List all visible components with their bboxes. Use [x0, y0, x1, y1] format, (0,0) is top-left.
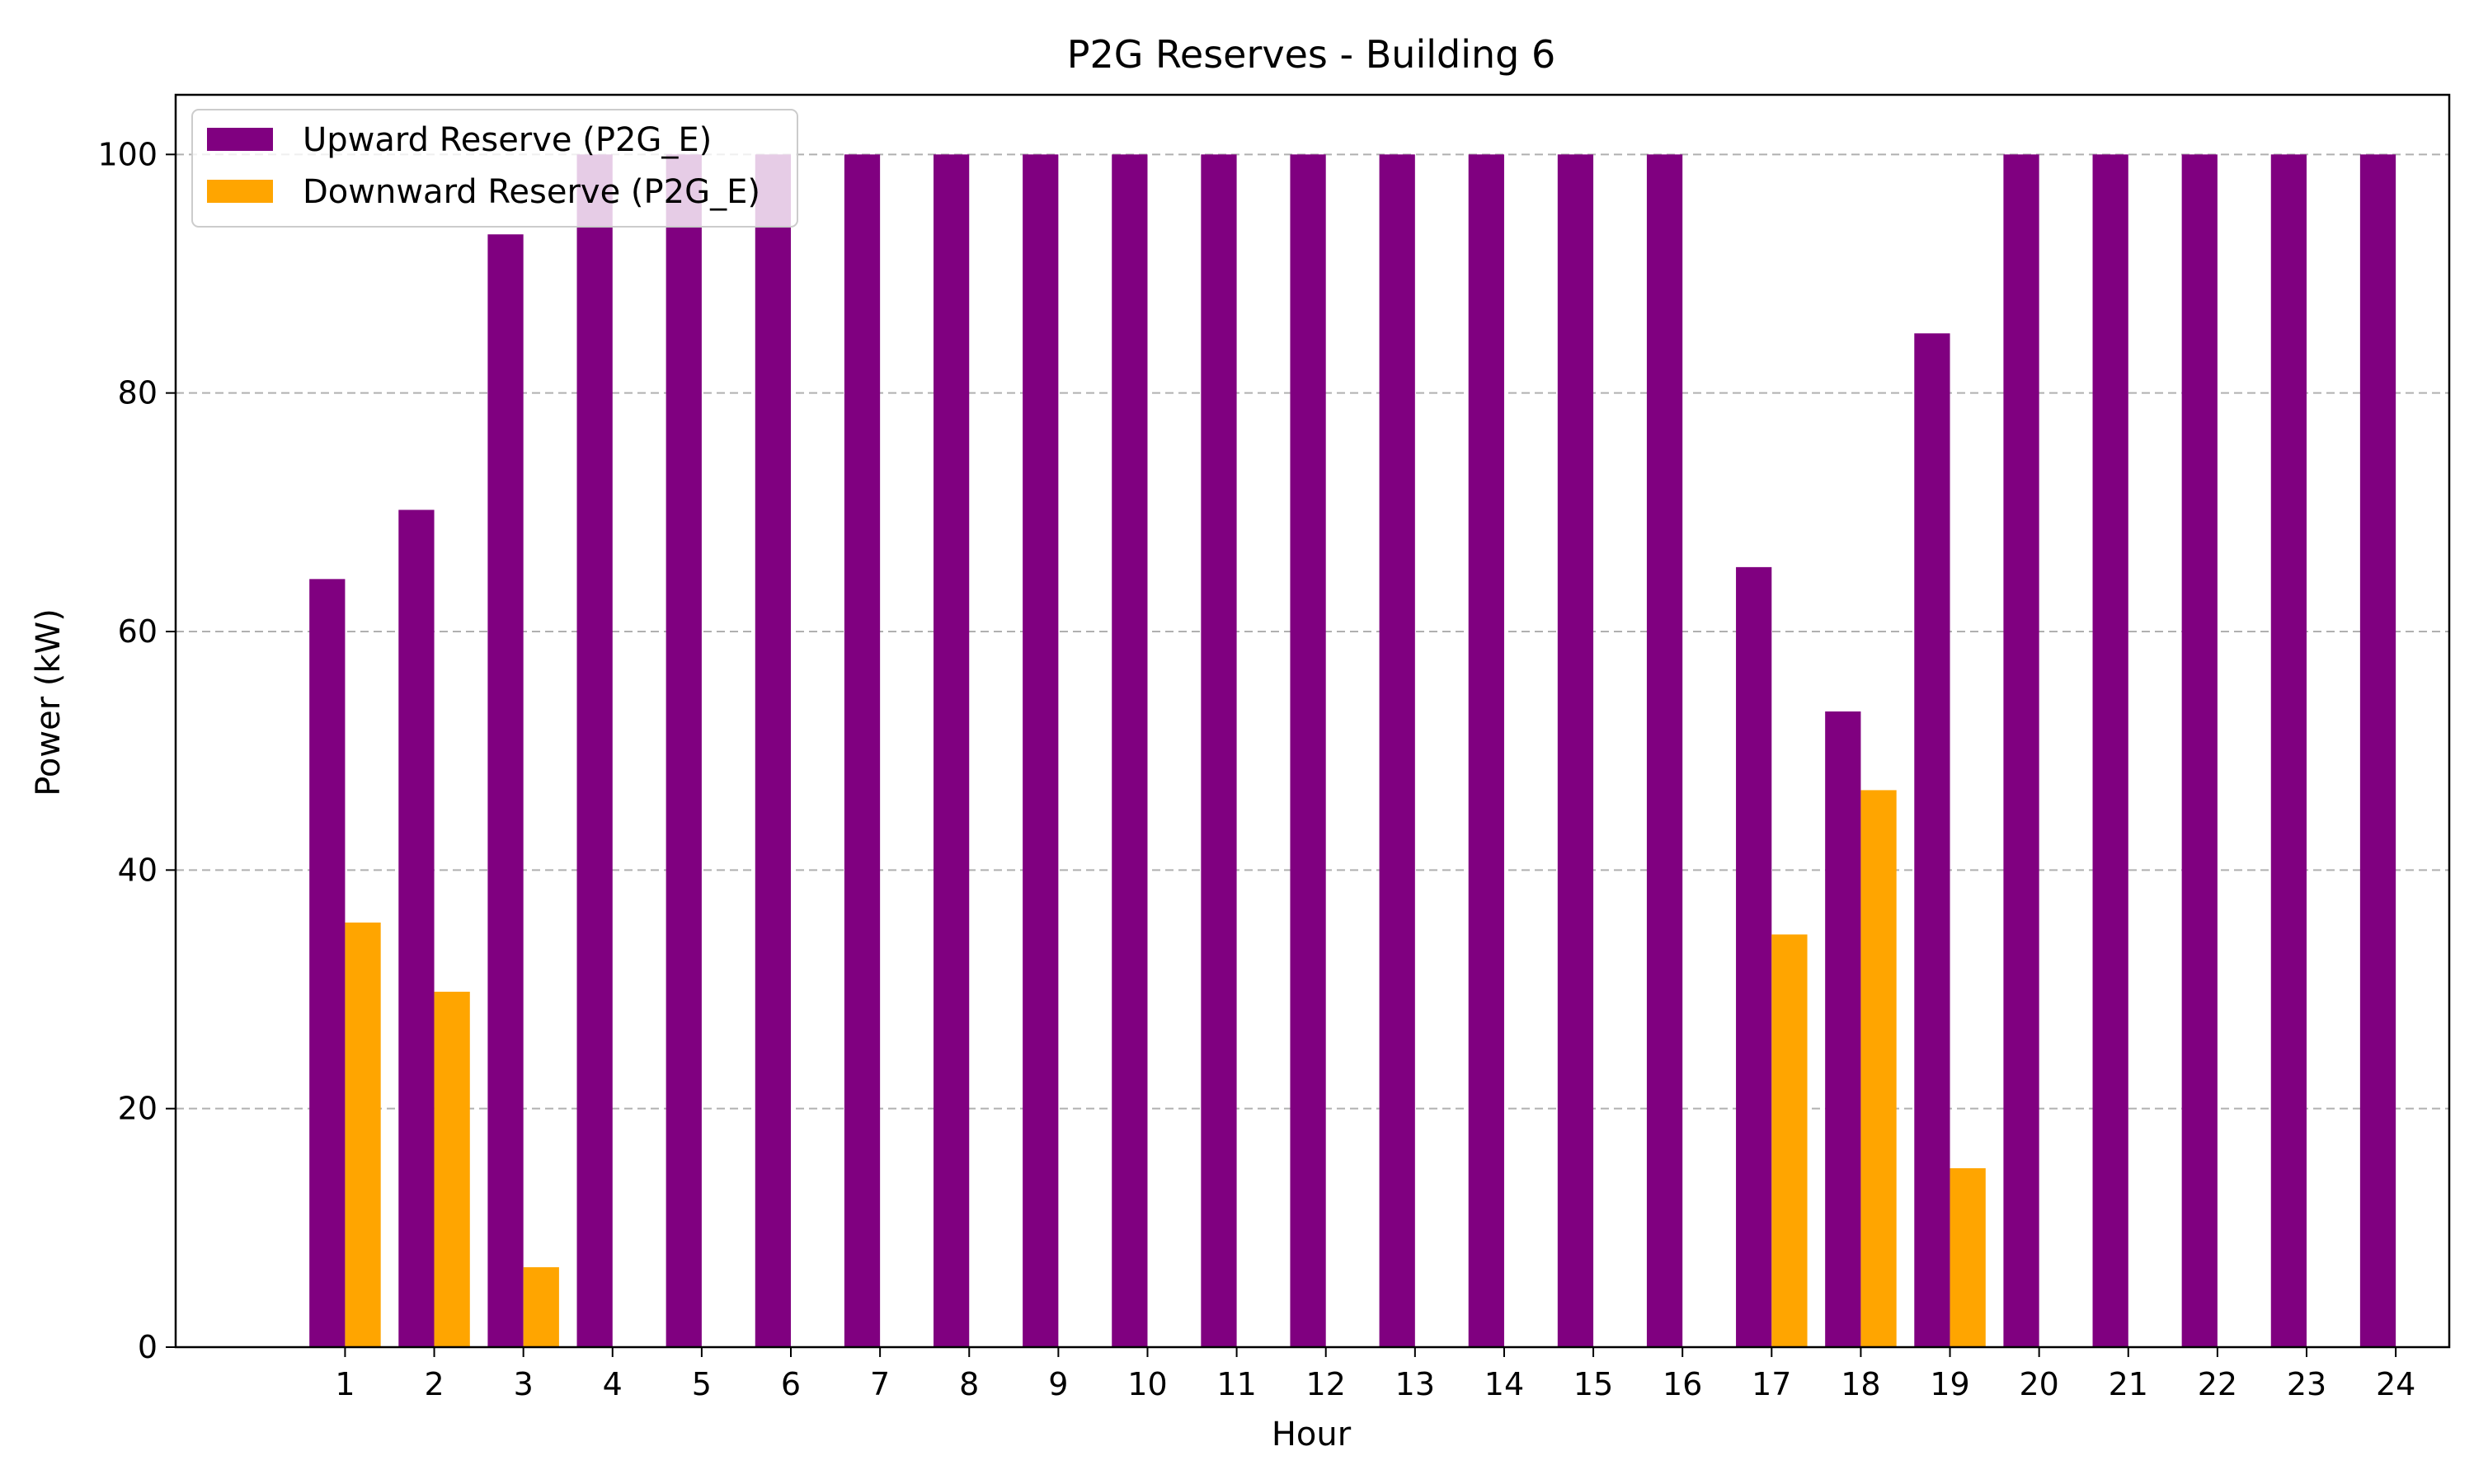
x-tick-label: 6: [781, 1366, 801, 1402]
x-tick-label: 20: [2019, 1366, 2058, 1402]
bar: [1771, 934, 1808, 1347]
bar: [487, 234, 524, 1347]
legend-label: Upward Reserve (P2G_E): [303, 121, 712, 159]
bar: [2359, 154, 2396, 1347]
legend-swatch: [207, 180, 273, 203]
bar: [934, 154, 970, 1347]
x-tick-label: 7: [870, 1366, 890, 1402]
x-tick-label: 10: [1127, 1366, 1167, 1402]
bar: [1860, 790, 1897, 1347]
x-tick-label: 2: [424, 1366, 444, 1402]
x-tick-label: 5: [692, 1366, 712, 1402]
y-axis-ticks: 0 20 40 60 80 100: [97, 136, 176, 1365]
x-tick-label: 8: [959, 1366, 979, 1402]
x-tick-label: 17: [1752, 1366, 1791, 1402]
y-tick-label: 80: [118, 375, 158, 411]
bar: [2092, 154, 2128, 1347]
bar: [576, 154, 613, 1347]
x-tick-label: 16: [1663, 1366, 1702, 1402]
x-axis-ticks: 1 2 3 4 5 6 7 8 9 10 11 12 13 14 15 16 17 18 19 20 21 22 23 24: [335, 1347, 2415, 1402]
bar: [1736, 566, 1772, 1347]
x-tick-label: 18: [1841, 1366, 1880, 1402]
bar: [345, 922, 381, 1347]
x-tick-label: 1: [335, 1366, 355, 1402]
bar: [2270, 154, 2307, 1347]
bar: [434, 991, 470, 1347]
bar: [2003, 154, 2039, 1347]
y-tick-label: 20: [118, 1091, 158, 1127]
x-tick-label: 21: [2109, 1366, 2148, 1402]
plot-frame: [174, 93, 2451, 1349]
legend-label: Downward Reserve (P2G_E): [303, 173, 760, 211]
bar: [2181, 154, 2218, 1347]
bar: [1950, 1168, 1986, 1347]
bar: [1468, 154, 1504, 1347]
x-tick-label: 23: [2287, 1366, 2326, 1402]
bar: [1290, 154, 1326, 1347]
bars: [309, 154, 2396, 1347]
legend-box: [191, 109, 798, 228]
x-tick-label: 14: [1484, 1366, 1524, 1402]
bar: [1825, 711, 1861, 1347]
x-tick-label: 22: [2198, 1366, 2237, 1402]
bar: [755, 154, 792, 1347]
bar: [1379, 154, 1415, 1347]
bar: [1914, 333, 1950, 1347]
bar: [1023, 154, 1059, 1347]
y-tick-label: 0: [138, 1329, 158, 1365]
x-tick-label: 4: [603, 1366, 623, 1402]
x-tick-label: 15: [1573, 1366, 1613, 1402]
x-tick-label: 11: [1216, 1366, 1256, 1402]
y-tick-label: 100: [97, 136, 158, 172]
bar: [398, 510, 435, 1347]
x-tick-label: 19: [1930, 1366, 1969, 1402]
bar: [523, 1267, 559, 1347]
bar: [1557, 154, 1594, 1347]
x-axis-title: Hour: [1272, 1416, 1352, 1453]
bar: [309, 579, 346, 1347]
x-tick-label: 9: [1048, 1366, 1068, 1402]
y-tick-label: 60: [118, 613, 158, 650]
legend: Upward Reserve (P2G_E) Downward Reserve (…: [191, 109, 798, 228]
bar: [666, 154, 702, 1347]
y-tick-label: 40: [118, 852, 158, 888]
chart-title: P2G Reserves - Building 6: [1067, 32, 1555, 77]
x-tick-label: 12: [1306, 1366, 1346, 1402]
bar: [844, 154, 881, 1347]
x-tick-label: 24: [2376, 1366, 2415, 1402]
bar: [1646, 154, 1683, 1347]
bar: [1112, 154, 1148, 1347]
legend-swatch: [207, 128, 273, 151]
y-axis-title: Power (kW): [30, 608, 68, 796]
bar: [1201, 154, 1237, 1347]
x-tick-label: 13: [1395, 1366, 1435, 1402]
x-tick-label: 3: [514, 1366, 534, 1402]
